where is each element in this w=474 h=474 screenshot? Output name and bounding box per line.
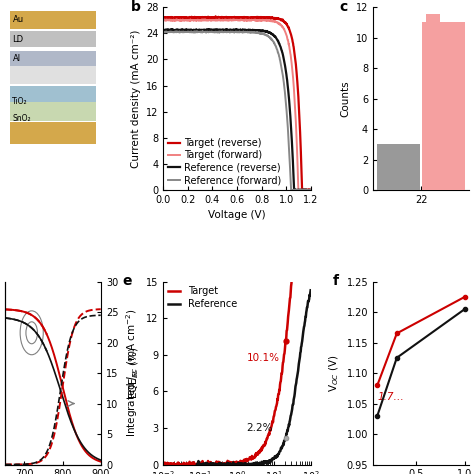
Target (forward) [228,18,234,24]
Reference (forward) [273,45,279,51]
Text: LD: LD [12,35,24,44]
Reference (forward) [261,31,266,37]
Bar [9,31,96,47]
Reference (forward) [200,28,205,34]
Target (reverse) [213,13,219,19]
Y-axis label: Integrated $J_{sc}$ (mA cm$^{-2}$): Integrated $J_{sc}$ (mA cm$^{-2}$) [124,309,140,438]
Target [267,428,273,434]
Text: c: c [339,0,347,14]
Text: Al: Al [12,54,20,63]
Y-axis label: Counts: Counts [340,80,350,117]
Target (forward) [199,18,205,23]
Y-axis label: EQE$_{EL}$ (%): EQE$_{EL}$ (%) [127,346,141,400]
Target [267,428,273,434]
Bar [9,122,96,145]
Reference (reverse) [161,27,166,33]
Bar [9,51,96,66]
Reference [308,287,313,293]
Text: e: e [122,274,132,288]
Line: Reference (reverse): Reference (reverse) [164,29,313,190]
Target [178,462,184,467]
Text: 10.1%: 10.1% [246,353,280,363]
Text: TiO₂: TiO₂ [12,97,28,106]
Target (forward) [161,17,166,23]
Target (forward) [296,187,301,193]
Target [209,461,214,467]
Legend: Target, Reference: Target, Reference [168,286,237,310]
Reference (forward) [290,187,295,193]
Line: Target (forward): Target (forward) [164,19,313,190]
Reference (reverse) [224,27,229,32]
Target (reverse) [310,187,316,193]
Bar [9,102,96,120]
Target (reverse) [161,15,166,20]
X-axis label: Voltage (V): Voltage (V) [208,210,266,220]
Target (forward) [187,18,193,23]
Reference (reverse) [310,187,316,193]
Reference (reverse) [187,27,193,33]
Y-axis label: V$_{OC}$ (V): V$_{OC}$ (V) [328,354,341,392]
Reference (forward) [161,28,166,34]
Reference [219,462,225,467]
Target (forward) [249,18,255,23]
Reference (forward) [310,187,316,193]
Target (forward) [273,19,279,25]
Reference (reverse) [292,187,297,193]
Target [219,461,225,466]
Bar [377,145,420,190]
Reference (reverse) [199,27,205,33]
Bar [9,66,96,84]
Legend: Target (reverse), Target (forward), Reference (reverse), Reference (forward): Target (reverse), Target (forward), Refe… [168,138,281,185]
Line: Reference: Reference [197,290,310,465]
Line: Target (reverse): Target (reverse) [164,16,313,190]
Target (forward) [310,187,316,192]
Bar [426,14,440,29]
Bar [422,22,465,190]
Text: Au: Au [12,16,24,25]
Target [308,38,313,44]
Reference (reverse) [228,27,234,33]
Text: SnO₂: SnO₂ [12,114,31,123]
Target (reverse) [299,187,305,193]
Text: 1.7…: 1.7… [378,392,405,402]
Text: f: f [332,274,338,288]
Target (reverse) [261,15,266,21]
Text: b: b [131,0,141,14]
Bar [426,36,440,51]
Bar [9,11,96,29]
Text: 2.2%: 2.2% [246,423,273,433]
Reference (reverse) [249,27,255,33]
Reference (reverse) [261,28,266,34]
Line: Target: Target [164,41,310,465]
Reference (forward) [187,29,193,35]
Reference [194,461,200,467]
Reference (reverse) [273,36,279,41]
Target (forward) [261,17,266,23]
Reference [232,462,237,467]
Reference (forward) [249,30,255,36]
Reference (forward) [228,29,234,35]
Target (forward) [199,17,205,22]
Target (reverse) [199,15,205,20]
Target (reverse) [228,14,234,20]
Reference [206,462,212,467]
Target [161,462,166,467]
Target (reverse) [273,16,279,21]
Target [253,450,259,456]
Reference [239,462,245,467]
Reference [251,461,256,466]
Reference (forward) [199,29,205,35]
Y-axis label: Current density (mA cm⁻²): Current density (mA cm⁻²) [130,29,141,168]
Reference [194,462,200,467]
Bar [9,86,96,102]
Target (reverse) [249,15,255,20]
Line: Reference (forward): Reference (forward) [164,31,313,190]
Target (reverse) [187,14,193,20]
